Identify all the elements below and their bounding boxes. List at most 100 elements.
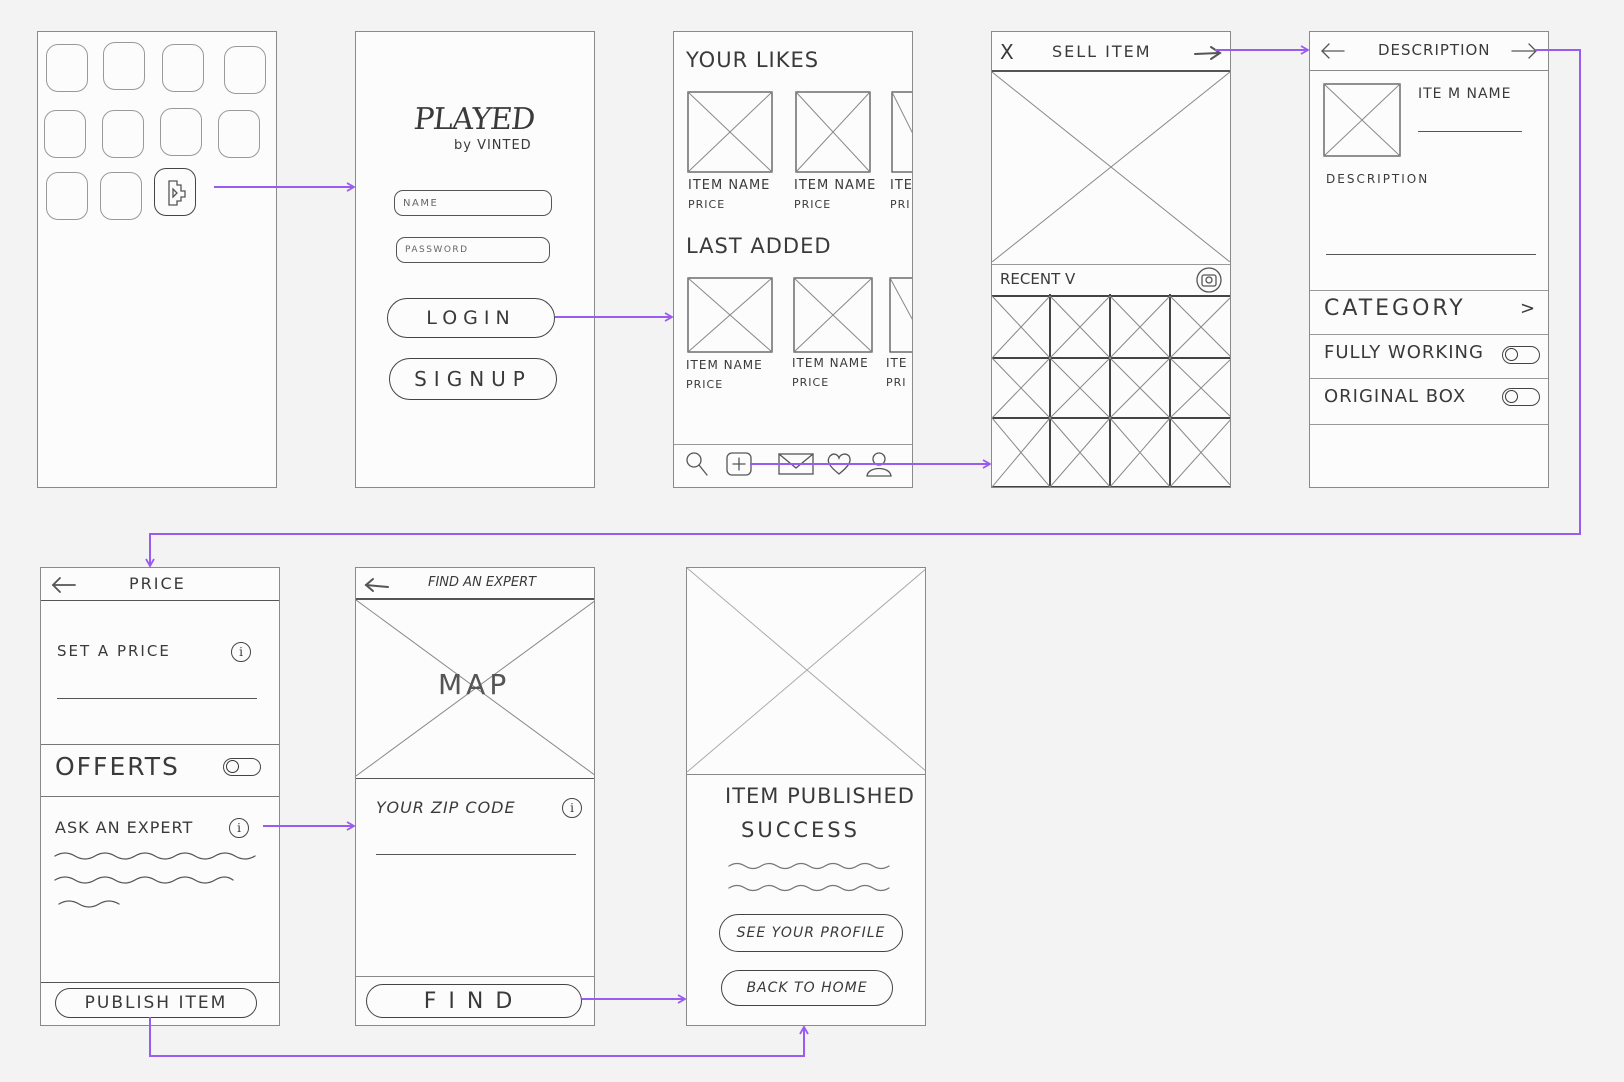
scribble-text xyxy=(728,862,890,892)
offers-toggle[interactable] xyxy=(223,758,261,776)
app-icon[interactable] xyxy=(44,110,86,158)
item-price: PRICE xyxy=(686,378,724,391)
header-divider xyxy=(41,600,279,601)
price-input[interactable] xyxy=(57,698,257,699)
zip-code-label: YOUR ZIP CODE xyxy=(376,798,516,817)
screen-success: ITEM PUBLISHED SUCCESS SEE YOUR PROFILE … xyxy=(686,567,926,1026)
played-logo-icon xyxy=(168,180,186,206)
preview-divider xyxy=(992,264,1230,265)
footer-divider xyxy=(41,982,279,983)
app-icon[interactable] xyxy=(103,42,145,90)
item-image-placeholder[interactable] xyxy=(792,276,874,354)
mail-icon[interactable] xyxy=(776,450,816,478)
next-arrow-icon[interactable] xyxy=(1508,40,1542,62)
photo-preview-placeholder xyxy=(992,72,1230,262)
image-divider xyxy=(687,774,925,775)
screen-feed: YOUR LIKES ITEM NAME PRICE ITEM NAME PRI… xyxy=(673,31,913,488)
item-image-placeholder[interactable] xyxy=(890,90,913,174)
app-icon[interactable] xyxy=(162,44,204,92)
item-name: ITE xyxy=(886,356,908,370)
app-icon[interactable] xyxy=(218,110,260,158)
back-arrow-icon[interactable] xyxy=(1318,40,1348,62)
screen-price: PRICE SET A PRICE i OFFERTS ASK AN EXPER… xyxy=(40,567,280,1026)
item-price: PRICE xyxy=(794,198,832,211)
original-box-toggle[interactable] xyxy=(1502,388,1540,406)
played-app-icon[interactable] xyxy=(154,168,196,216)
item-name: ITE xyxy=(890,178,913,193)
description-input[interactable] xyxy=(1326,254,1536,255)
app-icon[interactable] xyxy=(46,44,88,92)
app-icon[interactable] xyxy=(102,110,144,158)
item-price: PRI xyxy=(886,376,907,389)
item-photo-placeholder[interactable] xyxy=(1322,82,1404,158)
description-title: DESCRIPTION xyxy=(1378,41,1491,59)
signup-button[interactable]: SIGNUP xyxy=(389,358,557,400)
map-divider xyxy=(356,778,594,779)
find-button[interactable]: FIND xyxy=(366,984,582,1018)
name-field[interactable]: NAME xyxy=(394,190,552,216)
fully-working-toggle[interactable] xyxy=(1502,346,1540,364)
item-image-placeholder[interactable] xyxy=(686,90,774,174)
item-image-placeholder[interactable] xyxy=(888,276,913,354)
item-name-input[interactable] xyxy=(1418,131,1522,132)
item-image-placeholder[interactable] xyxy=(686,276,774,354)
header-divider xyxy=(356,598,594,600)
sell-item-title: SELL ITEM xyxy=(1052,42,1152,61)
fully-working-label: FULLY WORKING xyxy=(1324,342,1484,363)
chevron-right-icon[interactable]: > xyxy=(1520,298,1537,319)
info-icon[interactable]: i xyxy=(562,798,582,818)
category-label[interactable]: CATEGORY xyxy=(1324,296,1466,321)
image-placeholder xyxy=(687,568,925,773)
app-icon[interactable] xyxy=(224,46,266,94)
info-icon[interactable]: i xyxy=(231,642,251,662)
heart-icon[interactable] xyxy=(824,450,854,478)
expert-info-icon[interactable]: i xyxy=(229,818,249,838)
set-price-label: SET A PRICE xyxy=(57,642,171,660)
back-arrow-icon[interactable] xyxy=(362,574,392,596)
screen-description: DESCRIPTION ITE M NAME DESCRIPTION CATEG… xyxy=(1309,31,1549,488)
item-price: PRI xyxy=(890,198,911,211)
footer-divider xyxy=(356,976,594,977)
close-icon[interactable]: X xyxy=(1000,40,1015,64)
search-icon[interactable] xyxy=(684,450,710,478)
item-image-placeholder[interactable] xyxy=(794,90,872,174)
app-icon[interactable] xyxy=(160,108,202,156)
password-field[interactable]: PASSWORD xyxy=(396,237,550,263)
section-divider xyxy=(41,744,279,745)
map-label: MAP xyxy=(438,668,511,701)
recent-dropdown[interactable]: RECENT V xyxy=(1000,270,1076,288)
back-to-home-button[interactable]: BACK TO HOME xyxy=(721,970,893,1006)
publish-item-button[interactable]: PUBLISH ITEM xyxy=(55,988,257,1018)
item-name: ITEM NAME xyxy=(688,178,771,193)
section-divider xyxy=(1310,424,1548,425)
app-logo-sub: by VINTED xyxy=(454,138,532,153)
zip-code-input[interactable] xyxy=(376,854,576,855)
next-arrow-icon[interactable] xyxy=(1192,42,1224,64)
app-icon[interactable] xyxy=(100,172,142,220)
item-name-label: ITE M NAME xyxy=(1418,86,1512,102)
scribble-text xyxy=(54,852,256,908)
item-name: ITEM NAME xyxy=(686,358,763,372)
camera-icon[interactable] xyxy=(1194,266,1224,294)
see-profile-button[interactable]: SEE YOUR PROFILE xyxy=(719,914,903,952)
ask-expert-label: ASK AN EXPERT xyxy=(55,818,194,837)
back-arrow-icon[interactable] xyxy=(49,574,79,596)
screen-find-expert: FIND AN EXPERT MAP YOUR ZIP CODE i FIND xyxy=(355,567,595,1026)
section-divider xyxy=(1310,290,1548,291)
item-name: ITEM NAME xyxy=(794,178,877,193)
success-message: SUCCESS xyxy=(741,818,860,842)
tabbar-divider xyxy=(674,444,912,445)
photo-grid[interactable] xyxy=(992,294,1231,488)
app-icon[interactable] xyxy=(46,172,88,220)
login-button[interactable]: LOGIN xyxy=(387,298,555,338)
add-icon[interactable] xyxy=(724,450,754,478)
map-placeholder[interactable] xyxy=(356,600,595,778)
last-added-heading: LAST ADDED xyxy=(686,234,832,258)
find-expert-title: FIND AN EXPERT xyxy=(428,575,537,590)
profile-icon[interactable] xyxy=(864,450,894,478)
screen-home xyxy=(37,31,277,488)
price-title: PRICE xyxy=(129,574,186,593)
section-divider xyxy=(41,796,279,797)
published-message: ITEM PUBLISHED xyxy=(725,784,915,808)
original-box-label: ORIGINAL BOX xyxy=(1324,386,1467,407)
